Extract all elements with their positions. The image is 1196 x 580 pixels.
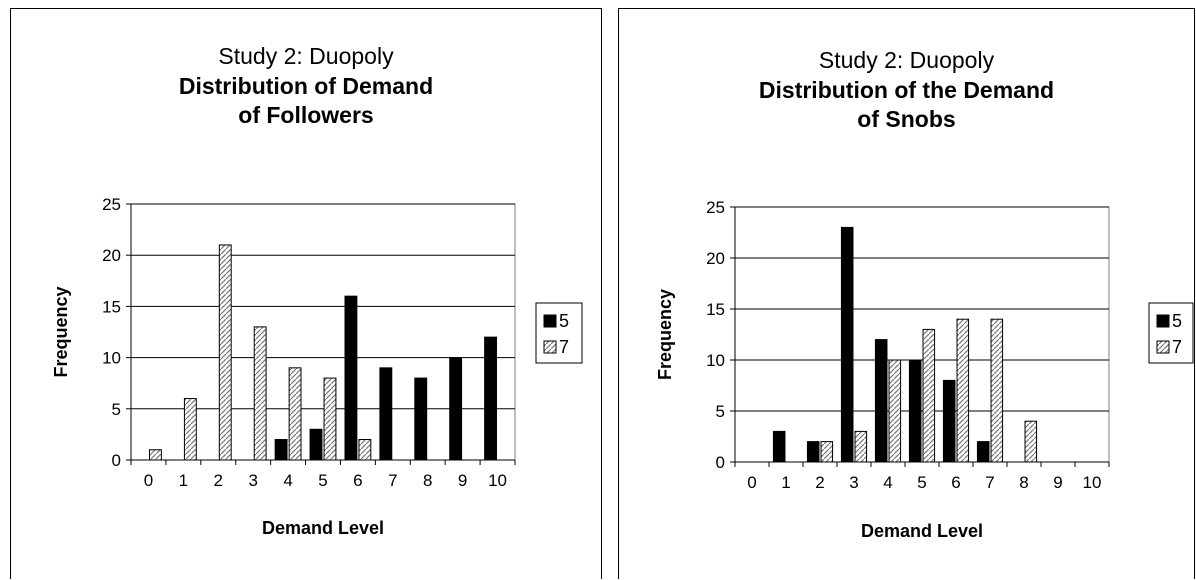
bar-series-7-cat-1	[183, 398, 197, 461]
bar-series-7-cat-3	[253, 326, 267, 461]
x-tick-label: 4	[883, 473, 892, 492]
bar-series-5-cat-2	[806, 441, 820, 463]
x-axis-label: Demand Level	[861, 521, 983, 541]
legend-swatch-5	[1156, 314, 1170, 328]
bar-series-7-cat-6	[358, 439, 372, 461]
x-tick-label: 8	[423, 471, 432, 490]
bar-series-5-cat-4	[874, 339, 888, 463]
bar-series-5-cat-8	[414, 377, 428, 461]
bar-series-7-cat-7	[990, 318, 1004, 463]
x-tick-label: 5	[318, 471, 327, 490]
bar-series-5-cat-10	[484, 336, 497, 461]
y-tick-label: 5	[112, 400, 121, 419]
x-tick-label: 7	[388, 471, 397, 490]
chart-svg: 0 5 10 15 20 25 0 1 2 3 4 5 6 7 8 9 10 Demand Level Freque…	[655, 198, 1194, 541]
x-tick-label: 2	[214, 471, 223, 490]
x-tick-label: 7	[985, 473, 994, 492]
bar-series-5-cat-7	[976, 441, 990, 463]
y-tick-label: 0	[716, 453, 725, 472]
y-tick-label: 25	[102, 195, 121, 214]
bar-series-5-cat-5	[908, 359, 922, 463]
bar-series-7-cat-5	[323, 377, 337, 461]
y-tick-label: 25	[706, 198, 725, 217]
bar-series-7-cat-4	[288, 367, 302, 461]
x-tick-label: 2	[815, 473, 824, 492]
x-tick-label: 0	[144, 471, 153, 490]
bar-series-5-cat-1	[772, 430, 786, 463]
legend-label-7: 7	[1172, 337, 1182, 357]
bar-series-7-cat-6	[956, 318, 970, 463]
x-tick-label: 0	[747, 473, 756, 492]
y-axis-label: Frequency	[655, 289, 675, 380]
x-tick-label: 1	[781, 473, 790, 492]
x-tick-label: 10	[488, 471, 507, 490]
legend-swatch-7	[543, 340, 557, 354]
x-tick-label: 4	[283, 471, 292, 490]
legend-label-5: 5	[1172, 311, 1182, 331]
legend-swatch-7	[1156, 340, 1170, 354]
x-tick-label: 3	[849, 473, 858, 492]
legend	[1148, 302, 1194, 364]
bar-series-5-cat-3	[840, 226, 854, 463]
x-tick-label: 1	[179, 471, 188, 490]
chart-title: Study 2: Duopoly	[218, 43, 394, 69]
x-tick-label: 10	[1083, 473, 1102, 492]
y-tick-label: 15	[706, 300, 725, 319]
bar-series-5-cat-9	[449, 357, 463, 461]
bar-series-5-cat-6	[344, 295, 358, 461]
y-tick-label: 15	[102, 297, 121, 316]
chart-panel-followers: Study 2: Duopoly Distribution of Demand …	[10, 8, 602, 579]
y-axis-label: Frequency	[51, 286, 71, 377]
y-tick-label: 20	[102, 246, 121, 265]
x-tick-label: 9	[458, 471, 467, 490]
y-tick-label: 5	[716, 402, 725, 421]
bar-series-7-cat-2	[820, 441, 834, 463]
chart-title: Study 2: Duopoly	[818, 47, 995, 73]
chart-subtitle-line-1: Distribution of the Demand	[758, 77, 1055, 103]
bar-series-5-cat-5	[309, 428, 323, 461]
bar-series-7-cat-5	[922, 328, 936, 463]
bar-series-5-cat-7	[379, 367, 393, 461]
y-tick-label: 20	[706, 249, 725, 268]
chart-subtitle-line-2: of Snobs	[857, 106, 956, 132]
bar-series-7-cat-2	[218, 244, 232, 461]
bar-series-7-cat-3	[854, 430, 868, 463]
bar-series-5-cat-4	[274, 439, 288, 461]
y-tick-label: 0	[112, 451, 121, 470]
legend-label-7: 7	[559, 337, 569, 357]
x-tick-label: 9	[1053, 473, 1062, 492]
x-tick-label: 6	[951, 473, 960, 492]
x-axis-label: Demand Level	[262, 518, 384, 538]
legend-label-5: 5	[559, 311, 569, 331]
bar-series-7-cat-0	[149, 449, 162, 461]
x-tick-label: 8	[1019, 473, 1028, 492]
x-tick-label: 3	[248, 471, 257, 490]
bar-series-5-cat-6	[942, 379, 956, 463]
chart-subtitle-line-1: Distribution of Demand	[178, 73, 434, 99]
legend-swatch-5	[543, 314, 557, 328]
plot-area	[734, 206, 1110, 463]
x-tick-label: 5	[917, 473, 926, 492]
y-tick-label: 10	[102, 349, 121, 368]
bar-series-7-cat-4	[888, 359, 902, 463]
bar-series-7-cat-8	[1024, 420, 1038, 463]
chart-subtitle-line-2: of Followers	[238, 102, 374, 128]
chart-panel-snobs: Study 2: Duopoly Distribution of the Dem…	[618, 8, 1195, 579]
x-tick-label: 6	[353, 471, 362, 490]
y-tick-label: 10	[706, 351, 725, 370]
chart-svg: 0 5 10 15 20 25 0 1 2 3 4 5 6 7 8 9 10 Demand Level Freque…	[51, 195, 583, 538]
